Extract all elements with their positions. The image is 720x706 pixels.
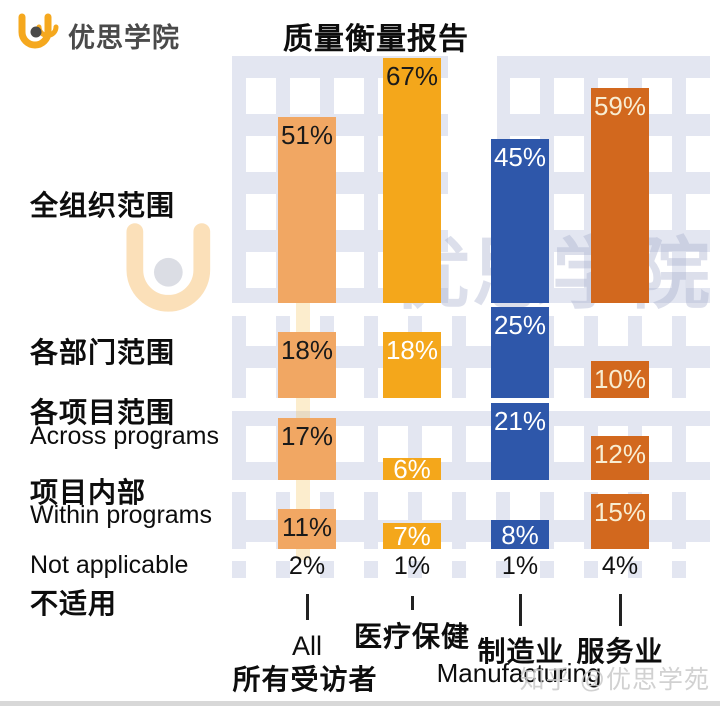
- bar-0-services: 59%: [591, 88, 649, 303]
- brand-logo-icon: [14, 10, 62, 61]
- bar-value-label: 15%: [593, 497, 647, 527]
- bar-value-label: 67%: [385, 61, 439, 91]
- bar-2-healthcare: 6%: [383, 454, 441, 484]
- row-separator: [232, 549, 710, 561]
- bar-1-services: 10%: [591, 361, 649, 398]
- watermark-center-text: 优思学院: [392, 230, 713, 318]
- col-label-healthcare: 医疗保健: [353, 621, 471, 652]
- watermark-bottom-right: 知乎 @优思学苑: [519, 666, 710, 694]
- bar-value-label: 12%: [593, 439, 647, 469]
- bar-value-label: 11%: [281, 512, 333, 542]
- axis-tick: [411, 596, 414, 610]
- row-label-within-programs-en: Within programs: [30, 501, 212, 529]
- bar-2-all: 17%: [278, 418, 336, 480]
- bar-1-manufacturing: 25%: [491, 307, 549, 398]
- not-applicable-value: 4%: [601, 552, 639, 580]
- bar-value-label: 10%: [593, 364, 647, 394]
- row-separator: [232, 480, 710, 492]
- bar-value-label: 6%: [393, 454, 431, 484]
- axis-tick: [306, 594, 309, 620]
- building-gap: [448, 56, 497, 306]
- bar-0-all: 51%: [278, 117, 336, 303]
- bar-2-services: 12%: [591, 436, 649, 480]
- row-label-within-programs-zh: 项目内部: [30, 477, 147, 508]
- axis-tick: [619, 594, 622, 626]
- bar-value-label: 51%: [280, 120, 334, 150]
- bar-3-healthcare: 7%: [383, 521, 441, 551]
- bar-0-healthcare: 67%: [383, 58, 441, 303]
- bar-value-label: 7%: [393, 521, 431, 551]
- bar-value-label: 8%: [501, 520, 539, 550]
- col-label-manufacturing-zh: 制造业: [477, 636, 565, 667]
- bar-value-label: 21%: [493, 406, 547, 436]
- watermark-logo-icon: [118, 222, 233, 337]
- row-label-not-applicable-en: Not applicable: [30, 551, 189, 579]
- bar-3-manufacturing: 8%: [491, 520, 549, 549]
- col-label-all-en: All: [291, 631, 323, 661]
- bar-2-manufacturing: 21%: [491, 403, 549, 480]
- row-label-across-programs-en: Across programs: [30, 422, 219, 450]
- bar-3-all: 11%: [278, 509, 336, 549]
- bar-1-all: 18%: [278, 332, 336, 398]
- bar-3-services: 15%: [591, 494, 649, 549]
- col-label-manufacturing-en: Manufacturing: [436, 658, 602, 688]
- col-label-all-zh: 所有受访者: [232, 664, 378, 695]
- bar-value-label: 59%: [593, 91, 647, 121]
- col-label-services: 服务业: [576, 636, 664, 667]
- not-applicable-value: 1%: [501, 552, 539, 580]
- not-applicable-value: 2%: [288, 552, 326, 580]
- axis-tick: [519, 594, 522, 626]
- row-label-not-applicable-zh: 不适用: [30, 588, 118, 619]
- bar-value-label: 18%: [385, 335, 439, 365]
- bar-1-healthcare: 18%: [383, 332, 441, 398]
- row-label-departments: 各部门范围: [30, 337, 176, 368]
- bar-value-label: 45%: [493, 142, 547, 172]
- row-separator: [232, 398, 710, 411]
- brand-logo-text: 优思学院: [68, 23, 180, 53]
- page-title: 质量衡量报告: [283, 23, 469, 56]
- bar-value-label: 25%: [493, 310, 547, 340]
- row-label-org-wide: 全组织范围: [30, 190, 176, 221]
- row-separator: [232, 303, 710, 316]
- brand-logo: 优思学院: [14, 10, 180, 61]
- bar-value-label: 17%: [280, 421, 334, 451]
- bottom-edge: [0, 701, 720, 706]
- bar-0-manufacturing: 45%: [491, 139, 549, 303]
- not-applicable-value: 1%: [393, 552, 431, 580]
- bar-value-label: 18%: [280, 335, 334, 365]
- row-label-across-programs-zh: 各项目范围: [30, 397, 176, 428]
